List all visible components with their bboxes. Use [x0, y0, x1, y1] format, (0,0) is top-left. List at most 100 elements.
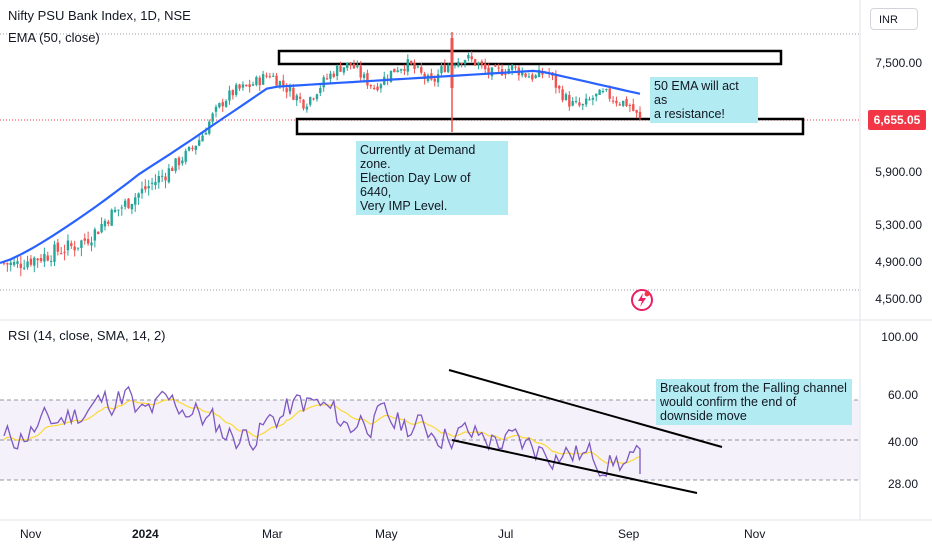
candle-body [349, 62, 352, 65]
falling-channel-note[interactable]: Breakout from the Falling channel would … [656, 379, 852, 425]
candle-body [372, 87, 376, 89]
candle-body [191, 147, 194, 149]
rsi-axis-label: 40.00 [887, 435, 918, 449]
candle-body [83, 238, 86, 241]
candle-body [494, 65, 497, 67]
candle-body [19, 263, 23, 269]
candle-body [130, 203, 134, 210]
candle-body [457, 61, 460, 67]
candle-body [197, 140, 201, 146]
candle-body [93, 229, 97, 241]
candle-body [194, 145, 198, 150]
candle-body [238, 84, 241, 89]
candle-body [561, 89, 564, 101]
candle-body [154, 181, 157, 186]
candle-body [167, 168, 171, 183]
candle-body [396, 70, 399, 72]
candle-body [611, 100, 615, 102]
candle-body [342, 67, 346, 73]
candle-body [591, 98, 595, 100]
candle-body [218, 103, 221, 108]
candle-body [436, 74, 440, 83]
candle-body [228, 90, 231, 101]
candle-body [537, 69, 541, 77]
candle-body [265, 75, 268, 77]
candle-body [406, 59, 410, 72]
price-axis-label: 7,500.00 [875, 56, 922, 70]
candle-body [332, 73, 335, 77]
candle-body [181, 160, 184, 164]
candle-body [103, 220, 107, 227]
candle-body [201, 135, 204, 142]
candle-body [36, 258, 39, 261]
price-axis-label: 5,300.00 [875, 218, 922, 232]
candle-body [302, 99, 305, 109]
rsi-indicator-label[interactable]: RSI (14, close, SMA, 14, 2) [8, 328, 166, 343]
candle-body [595, 93, 598, 97]
candle-body [251, 84, 255, 86]
candle-body [113, 209, 117, 212]
candle-body [76, 247, 80, 249]
ema-resistance-note[interactable]: 50 EMA will act as a resistance! [650, 77, 758, 123]
candle-body [440, 66, 443, 74]
ema-line [0, 69, 641, 265]
candle-body [423, 73, 426, 80]
candle-body [335, 65, 339, 77]
candle-body [510, 64, 514, 71]
election-day-candle-body [450, 38, 454, 88]
candle-body [467, 55, 470, 59]
demand-zone-note[interactable]: Currently at Demand zone. Election Day L… [356, 141, 508, 215]
candle-body [305, 106, 309, 110]
candle-body [625, 98, 628, 106]
candle-body [621, 100, 625, 106]
candle-body [524, 73, 527, 77]
candle-body [571, 101, 574, 106]
candle-body [49, 260, 53, 262]
candle-body [490, 67, 494, 77]
candle-body [329, 73, 332, 79]
candle-body [352, 63, 356, 69]
candle-body [605, 89, 608, 91]
rsi-ma-line [3, 398, 641, 464]
candle-body [288, 87, 292, 92]
candle-body [80, 240, 83, 248]
candle-body [346, 62, 349, 68]
falling-channel-lower [451, 439, 698, 494]
candle-body [171, 168, 174, 171]
candle-body [578, 102, 581, 106]
candle-body [63, 251, 66, 253]
candle-body [285, 88, 288, 93]
rsi-line [3, 385, 641, 477]
currency-button[interactable]: INR [870, 8, 918, 30]
candle-body [315, 94, 319, 100]
candle-body [261, 74, 265, 85]
falling-channel-upper [448, 369, 723, 448]
candle-body [531, 74, 534, 80]
candle-body [399, 69, 403, 71]
time-axis-label: 2024 [132, 527, 159, 541]
candle-body [56, 242, 60, 252]
candle-body [214, 106, 218, 112]
candle-body [295, 95, 298, 101]
candle-body [601, 91, 605, 93]
candle-body [245, 84, 248, 87]
candle-body [53, 244, 56, 262]
candle-body [497, 67, 500, 69]
candle-body [393, 68, 396, 73]
lightning-bolt-icon[interactable] [630, 288, 654, 312]
candle-body [33, 257, 36, 266]
ema-indicator-label[interactable]: EMA (50, close) [8, 30, 100, 45]
candle-body [234, 84, 238, 95]
candle-body [470, 56, 473, 60]
candle-body [638, 111, 642, 118]
candle-body [278, 81, 282, 88]
chart-title[interactable]: Nifty PSU Bank Index, 1D, NSE [8, 8, 191, 23]
candle-body [322, 77, 325, 88]
candle-body [514, 66, 517, 68]
candle-body [339, 66, 342, 72]
candle-body [12, 261, 16, 265]
candle-body [150, 182, 154, 184]
candle-body [66, 240, 70, 251]
